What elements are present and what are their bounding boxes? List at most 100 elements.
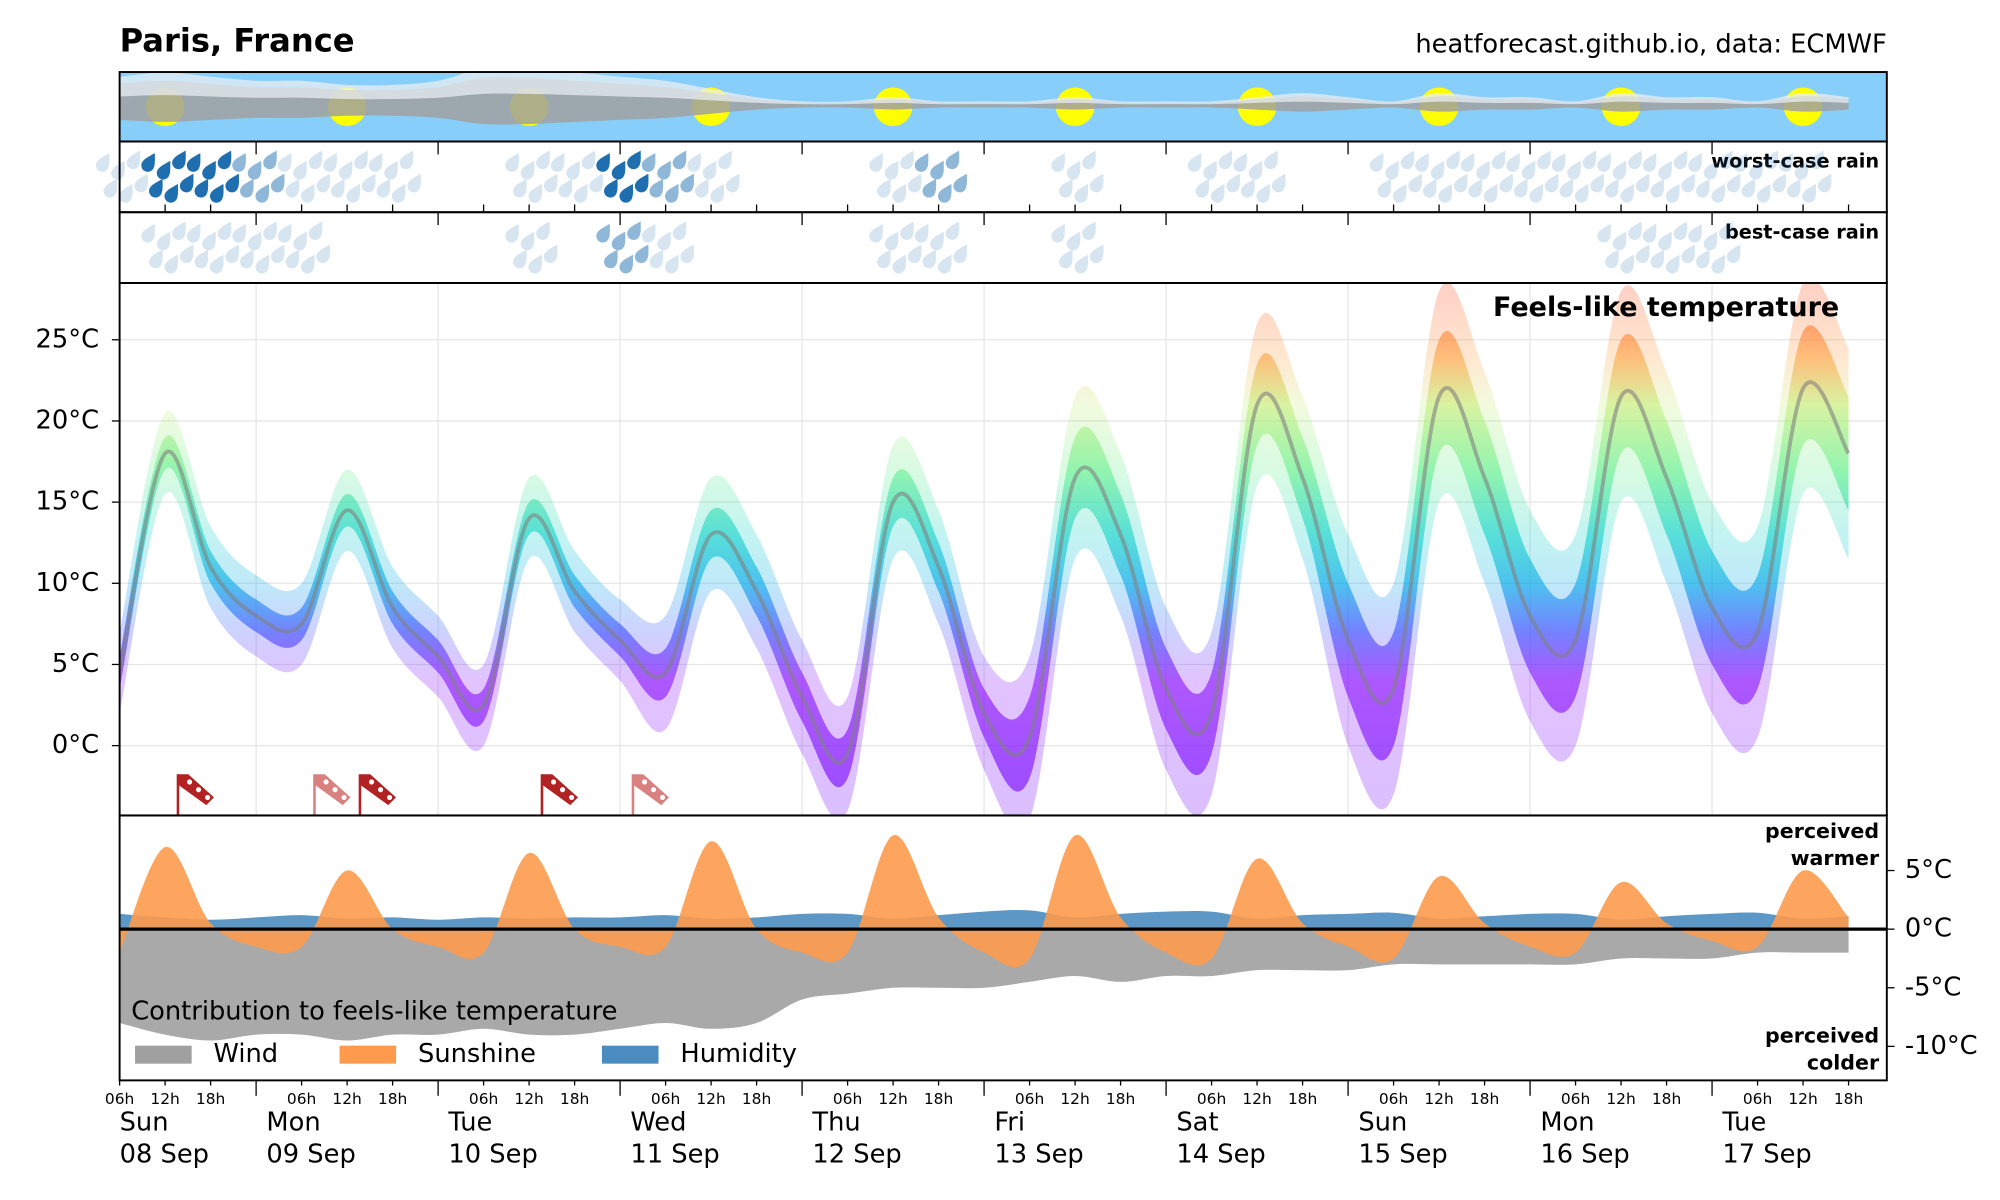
rain-drop [619,184,634,203]
rain-drop [293,160,307,180]
wind-flag [631,774,669,816]
rain-drop [134,173,148,193]
y-tick-label: 10°C [35,568,99,598]
rain-drop [1810,150,1824,170]
contribution-plot [119,834,1849,1041]
rain-drop [210,254,224,274]
rain-drop [641,223,656,243]
contribution-panel: -10°C -5°C 0°C 5°C perceived warmer perceived c… [119,819,1978,1075]
rain-drop [217,221,232,240]
rain-drop [285,178,300,198]
date-label: 12 Sep [812,1139,901,1169]
rain-drop [869,223,883,243]
rain-drop [323,153,337,172]
source: heatforecast.github.io, data: ECMWF [1415,30,1886,60]
rain-drop [528,184,543,203]
rain-drop [1187,153,1202,172]
x-tick-label: 12h [1242,1090,1271,1108]
rain-drop [710,184,725,203]
rain-drop [611,160,626,180]
rain-drop [945,150,960,170]
rain-drop [1491,150,1506,170]
rain-drop [95,153,110,172]
rain-drop [179,173,194,193]
x-tick-label: 12h [1606,1090,1635,1108]
rain-drop [725,173,740,193]
rain-drop [368,153,383,172]
rain-drop [1772,173,1786,193]
date-label: 09 Sep [266,1139,355,1169]
rain-drop [270,244,285,264]
y-tick-label: 20°C [35,405,99,435]
rain-drop [232,223,246,243]
x-tick-label: 18h [1834,1090,1863,1108]
rain-drop [634,173,649,193]
x-tick-label: 18h [1652,1090,1681,1108]
rain-drop [657,160,671,180]
rain-drop [1605,249,1619,269]
rain-drop [399,150,414,170]
rain-drop [1749,160,1763,180]
date-label: 10 Sep [448,1139,537,1169]
rain-drop [884,231,899,251]
rain-drop [930,160,944,180]
legend-swatch [601,1045,659,1064]
rain-drop [1620,254,1635,274]
rain-drop [1233,153,1247,172]
x-tick-label: 12h [150,1090,179,1108]
rain-drop [1787,178,1801,198]
rain-drop [1400,150,1415,170]
x-tick-label: 18h [1470,1090,1499,1108]
rain-drop [505,223,519,243]
date-label: 17 Sep [1722,1139,1811,1169]
day-label: Sat [1176,1107,1218,1137]
rain-drop [718,150,732,170]
rain-drop [308,221,323,240]
rain-drop [1468,178,1483,198]
rain-drop [1264,150,1278,170]
rain-drop [907,244,922,264]
rain-drop [354,150,368,170]
rain-drop [263,150,277,170]
flag-stripe [323,779,329,785]
rain-drop [536,150,550,170]
rain-drop [543,244,558,264]
x-tick-label: 18h [924,1090,953,1108]
rain-drop [1658,231,1672,251]
rain-drop [1089,173,1104,193]
day-label: Fri [994,1107,1025,1137]
rain-drop [1248,160,1263,180]
rain-drop [566,160,580,180]
rain-drop [1726,244,1741,264]
rain-drop [1628,221,1642,240]
rain-drop [285,249,300,269]
legend-label: Humidity [680,1039,797,1069]
rain-drop [1658,160,1672,180]
rain-drop [270,173,285,193]
x-tick-label: 12h [332,1090,361,1108]
rain-drop [338,160,353,180]
rain-drop [604,178,618,198]
x-tick-label: 18h [742,1090,771,1108]
rain-drop [1195,178,1210,198]
day-label: Sun [1358,1107,1407,1137]
rain-drop [225,173,239,193]
rain-drop [1082,221,1096,240]
rain-drop [1673,150,1688,170]
rain-drop [156,160,171,180]
rain-drop [1719,150,1733,170]
rain-drop [255,254,270,274]
rain-drop [1521,160,1536,180]
rain-drop [1074,254,1089,274]
rain-drop [892,254,907,274]
rain-drop [1377,178,1392,198]
rain-drop [1089,244,1104,264]
x-tick-label: 18h [196,1090,225,1108]
rain-drop [1460,153,1475,172]
rain-drop [1544,173,1559,193]
rain-drop [558,178,573,198]
rain-drop [649,178,664,198]
rain-drop [1082,150,1096,170]
x-tick-label: 06h [105,1090,134,1108]
rain-drop [953,244,967,264]
